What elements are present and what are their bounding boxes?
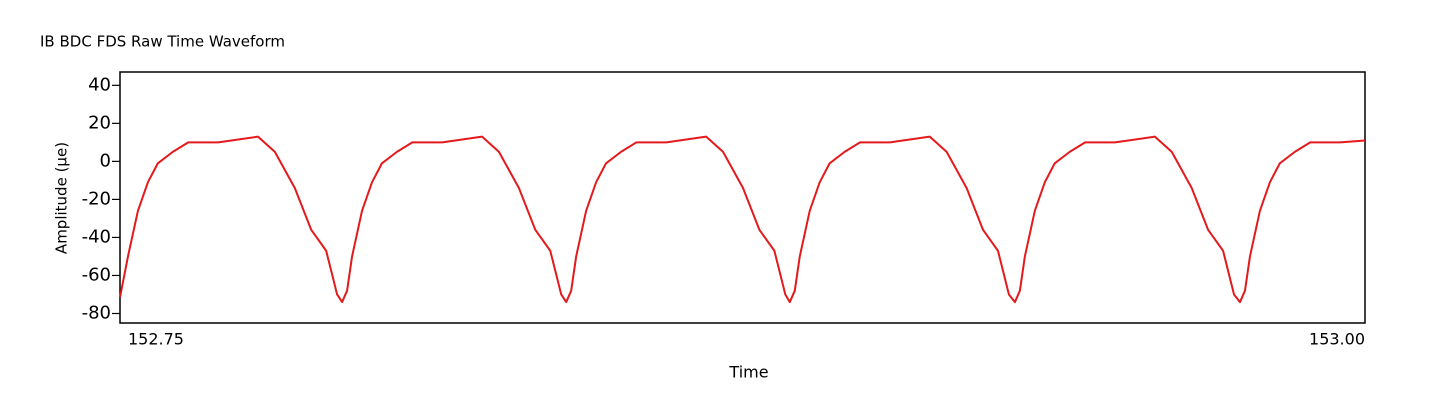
y-tick-label: -20 [82, 188, 111, 209]
y-axis-label: Amplitude (µe) [53, 142, 71, 254]
chart-title: IB BDC FDS Raw Time Waveform [40, 33, 285, 51]
y-tick-label: 0 [100, 150, 111, 171]
plot-frame [119, 71, 1366, 324]
x-axis-label: Time [728, 363, 768, 382]
x-tick-label: 153.00 [1309, 330, 1365, 349]
y-tick-label: -60 [82, 264, 111, 285]
waveform-line [119, 135, 1366, 304]
y-tick-label: 40 [88, 74, 111, 95]
y-tick-label: -80 [82, 302, 111, 323]
y-tick-label: 20 [88, 112, 111, 133]
x-tick-label: 152.75 [128, 330, 184, 349]
y-tick-label: -40 [82, 226, 111, 247]
